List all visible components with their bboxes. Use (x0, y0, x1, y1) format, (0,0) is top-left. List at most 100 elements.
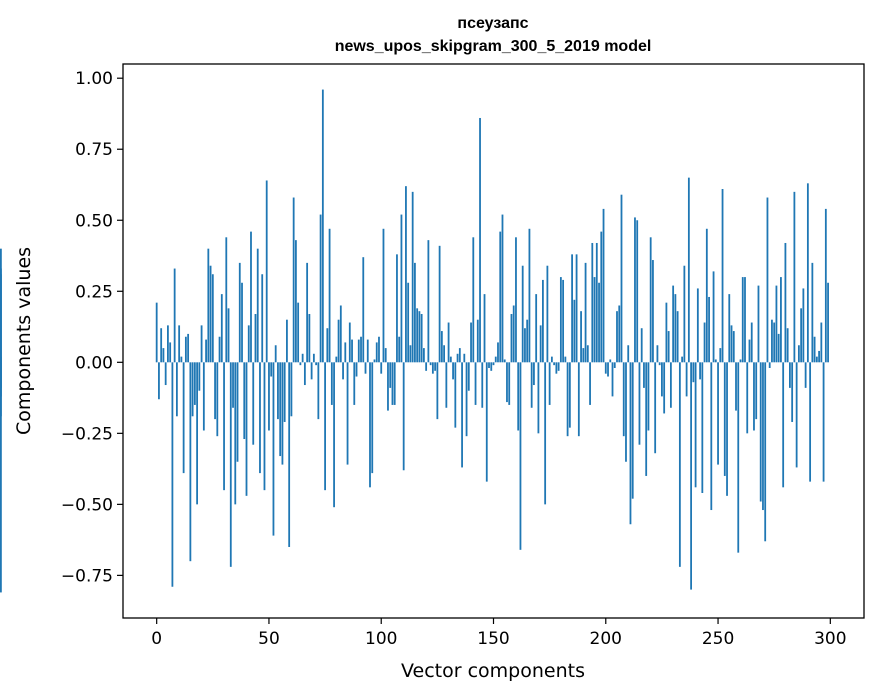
bar (373, 359, 376, 363)
bar (427, 240, 430, 363)
bar (546, 265, 549, 363)
bar (721, 189, 724, 363)
bar (618, 305, 621, 363)
bar (393, 362, 396, 405)
bar (452, 362, 454, 380)
bar (187, 333, 190, 363)
bar (411, 191, 414, 363)
bar (690, 362, 692, 590)
bar (602, 208, 605, 363)
bar (643, 362, 645, 388)
bar (218, 336, 221, 363)
bar (533, 362, 535, 386)
x-tick-label: 0 (151, 629, 162, 649)
bar (542, 279, 544, 363)
bar (362, 257, 365, 363)
chart-title-line2: news_upos_skipgram_300_5_2019 model (335, 38, 652, 55)
bar (755, 362, 758, 420)
bar (158, 362, 160, 400)
bar (586, 345, 589, 363)
bar (225, 237, 228, 363)
bar (414, 262, 416, 363)
bar (595, 242, 598, 363)
bar (568, 362, 571, 428)
bar (640, 328, 643, 363)
bar (162, 348, 165, 363)
bar (431, 362, 434, 374)
bar (306, 262, 309, 363)
bar (652, 260, 654, 363)
x-tick-label: 50 (258, 629, 280, 649)
bar (436, 362, 439, 420)
bar (757, 285, 760, 363)
bar (429, 362, 432, 366)
bar (499, 231, 502, 363)
bar (791, 362, 794, 422)
bar (274, 345, 277, 363)
bar (717, 362, 719, 465)
bar (696, 288, 699, 363)
chart-title-line1: псеузапс (457, 15, 528, 32)
bar (297, 302, 300, 363)
bar (566, 362, 569, 437)
bar (465, 362, 468, 437)
bar (196, 362, 198, 505)
bar (553, 362, 556, 366)
bar (472, 237, 475, 363)
bar (312, 353, 315, 363)
bar (263, 362, 266, 491)
bar (575, 254, 578, 363)
bar (490, 362, 493, 371)
bar (288, 362, 291, 547)
bar (319, 214, 322, 363)
bar (625, 362, 627, 462)
bar (220, 294, 223, 363)
bar (425, 362, 428, 371)
bar (380, 362, 383, 374)
bar (593, 277, 596, 363)
bar (795, 362, 798, 468)
bar (211, 274, 214, 363)
bar (461, 362, 463, 468)
bar (539, 325, 542, 363)
bar (193, 362, 196, 405)
bar (501, 214, 504, 363)
bar (780, 277, 782, 363)
bar (438, 245, 441, 363)
bar (564, 356, 567, 363)
bar (173, 268, 176, 363)
bar (701, 362, 704, 493)
bar (622, 362, 625, 437)
bar (348, 322, 351, 363)
bar (609, 359, 612, 363)
bar (710, 362, 713, 511)
bar (524, 328, 526, 363)
bar (458, 348, 461, 363)
bar (398, 336, 401, 363)
bar (409, 345, 412, 363)
bar (191, 362, 194, 417)
bars-group (0, 89, 829, 593)
bar (515, 237, 517, 363)
bar (753, 362, 755, 431)
bar (335, 356, 338, 363)
bar (243, 362, 246, 440)
bar (259, 362, 261, 474)
bar (773, 322, 776, 363)
bar (631, 362, 634, 499)
bar (463, 353, 466, 363)
bar (279, 362, 282, 457)
bar (384, 348, 387, 363)
bar (371, 362, 374, 474)
bar (737, 362, 740, 553)
bar (184, 336, 187, 363)
bar (164, 362, 167, 386)
bar (369, 362, 371, 488)
bar (223, 362, 225, 491)
bar (548, 362, 551, 405)
bar (236, 362, 239, 462)
bar (571, 254, 573, 363)
bar (330, 362, 333, 405)
bar (580, 311, 582, 363)
bar (577, 362, 580, 437)
